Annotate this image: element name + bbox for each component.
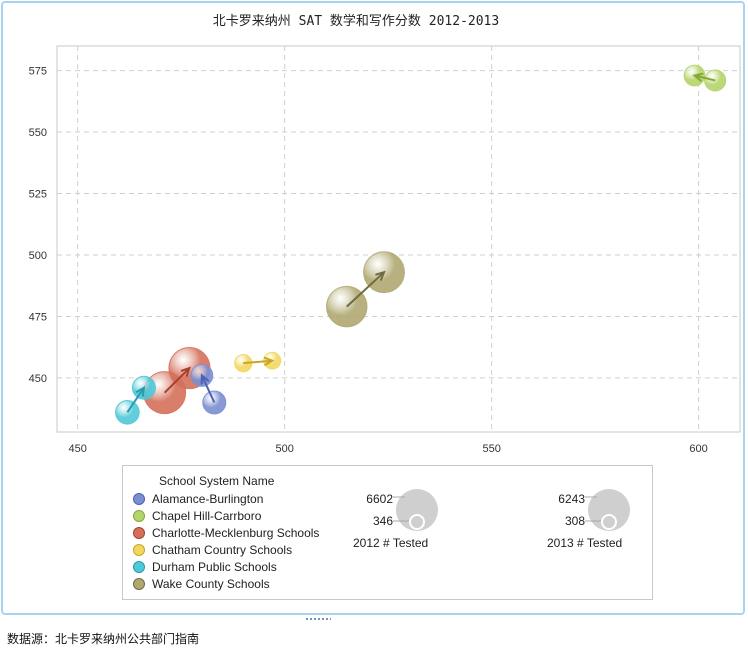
legend-item[interactable]: Wake County Schools (133, 576, 270, 592)
trend-arrow-line (126, 387, 145, 413)
legend-swatch (133, 527, 145, 539)
size-legend-circles (393, 489, 438, 531)
legend-label: Wake County Schools (152, 577, 270, 591)
legend-swatch (133, 578, 145, 590)
trend-arrow-head (200, 373, 210, 385)
legend-item[interactable]: Chapel Hill-Carrboro (133, 508, 261, 524)
trend-arrow-line (200, 375, 216, 403)
chart-title: 北卡罗来纳州 SAT 数学和写作分数 2012-2013 (212, 14, 500, 29)
legend-swatch (133, 544, 145, 556)
legend-swatch (133, 493, 145, 505)
legend-item[interactable]: Alamance-Burlington (133, 491, 263, 507)
legend-swatch (133, 561, 145, 573)
legend-label: Charlotte-Mecklenburg Schools (152, 526, 320, 540)
legend-title: School System Name (159, 474, 275, 488)
trend-arrow-head (375, 270, 386, 281)
trend-arrow-head (180, 366, 192, 377)
legend-swatch (133, 510, 145, 522)
source-note: 数据源：北卡罗来纳州公共部门指南 (7, 632, 200, 646)
x-tick-label: 600 (689, 443, 707, 455)
y-tick-label: 525 (29, 189, 47, 201)
size-legend-2013: 6243 308 2013 # Tested (547, 486, 657, 566)
trend-arrow-head (263, 356, 275, 367)
size-legend-max: 6243 (558, 492, 585, 506)
size-legend-caption: 2013 # Tested (547, 536, 623, 550)
size-legend-max: 6602 (366, 492, 393, 506)
x-tick-label: 450 (69, 443, 87, 455)
y-tick-label: 575 (29, 66, 47, 78)
trend-arrow-line (243, 359, 273, 365)
size-legend-min: 346 (372, 514, 393, 528)
trend-arrow-head (135, 385, 146, 397)
legend-label: Durham Public Schools (152, 560, 277, 574)
resize-handle[interactable] (305, 617, 331, 621)
legend-label: Alamance-Burlington (152, 492, 264, 506)
data-point (115, 400, 140, 425)
legend-item[interactable]: Chatham Country Schools (133, 542, 292, 558)
legend-item[interactable]: Durham Public Schools (133, 559, 277, 575)
size-legend-caption: 2012 # Tested (353, 536, 429, 550)
legend-label: Chatham Country Schools (152, 543, 293, 557)
legend-label: Chapel Hill-Carrboro (152, 509, 262, 523)
legend-item[interactable]: Charlotte-Mecklenburg Schools (133, 525, 319, 541)
y-tick-label: 500 (29, 250, 47, 262)
size-legend-2012: 6602 346 2012 # Tested (353, 486, 465, 566)
trend-arrow-line (163, 367, 191, 394)
trend-arrow-line (694, 74, 716, 82)
size-legend-min: 308 (564, 514, 585, 528)
x-tick-label: 550 (482, 443, 500, 455)
x-tick-label: 500 (275, 443, 293, 455)
trend-arrow-line (346, 271, 385, 308)
scatter-chart: 450 500 550 600 450 475 500 525 550 575 (29, 45, 741, 455)
trend-arrow-head (692, 72, 704, 82)
y-tick-label: 550 (29, 127, 47, 139)
size-legend-circles (585, 489, 630, 531)
y-tick-label: 450 (29, 373, 47, 385)
legend: School System Name Alamance-Burlington Ch… (122, 465, 653, 600)
y-tick-label: 475 (29, 311, 47, 323)
